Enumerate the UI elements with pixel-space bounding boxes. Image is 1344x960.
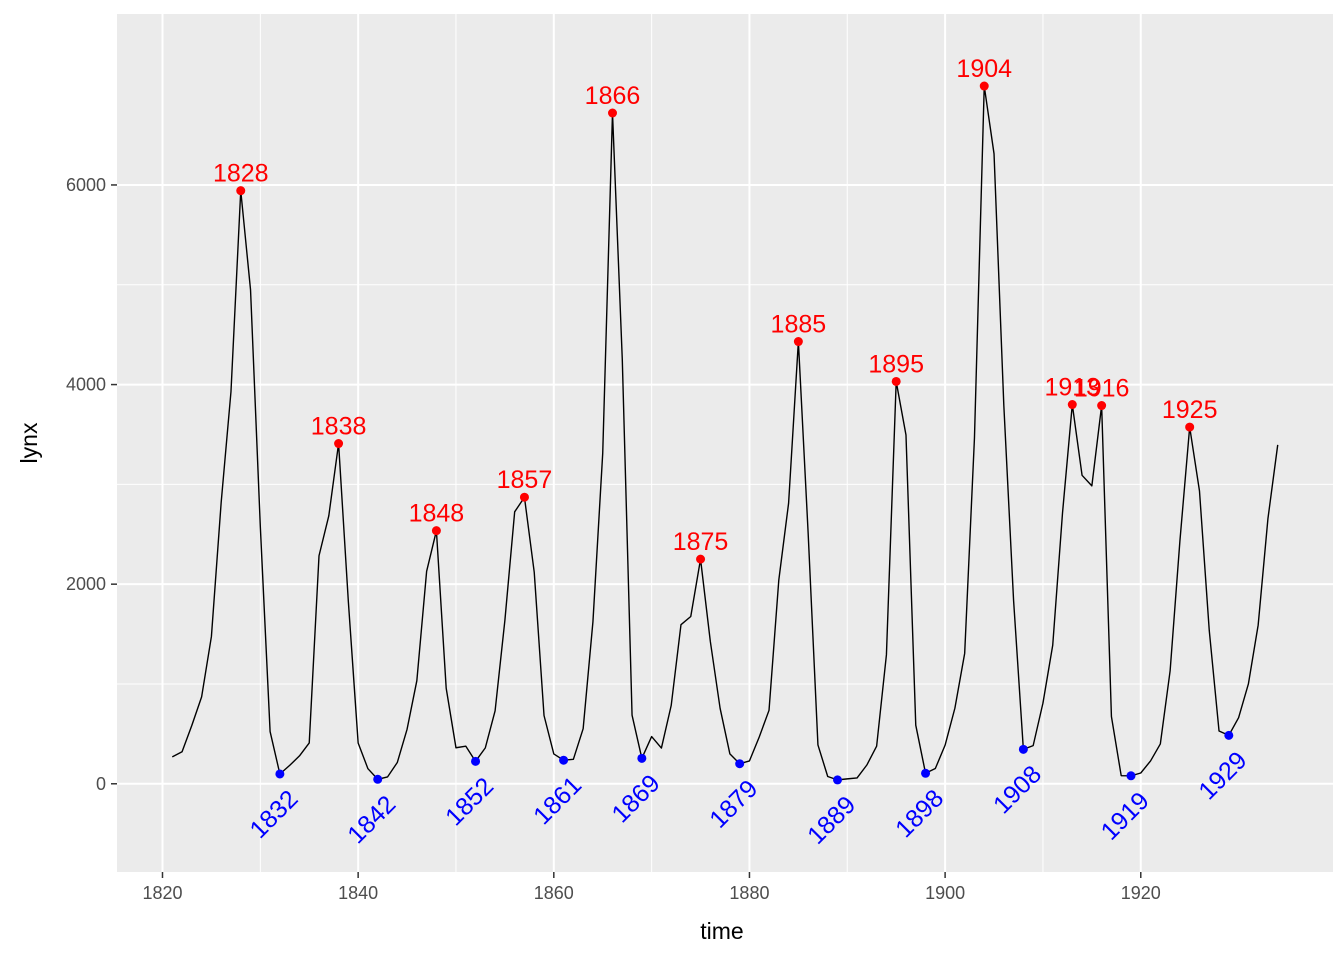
x-tick-label: 1840	[338, 883, 378, 903]
y-tick-label: 0	[96, 774, 106, 794]
x-axis-title: time	[700, 918, 743, 944]
x-tick-label: 1920	[1121, 883, 1161, 903]
trough-point	[471, 756, 481, 766]
peak-label: 1916	[1074, 375, 1130, 403]
trough-point	[1018, 744, 1028, 754]
peak-label: 1925	[1162, 396, 1218, 424]
peak-point	[431, 526, 441, 536]
trough-point	[559, 755, 569, 765]
x-tick-label: 1880	[729, 883, 769, 903]
peak-point	[607, 108, 617, 118]
major-grid	[117, 14, 1333, 872]
trough-point	[735, 759, 745, 769]
peak-label: 1913	[1044, 374, 1100, 402]
y-tick-label: 2000	[66, 574, 106, 594]
trough-point	[833, 775, 843, 785]
peak-point	[1067, 400, 1077, 410]
trough-point	[921, 768, 931, 778]
trough-point	[373, 774, 383, 784]
peak-label: 1866	[585, 82, 641, 110]
peak-label: 1895	[868, 350, 924, 378]
peak-label: 1828	[213, 160, 269, 188]
lynx-series-line	[171, 85, 1279, 781]
peak-label: 1857	[497, 466, 553, 494]
y-axis-title: lynx	[16, 422, 42, 463]
peak-point	[334, 439, 344, 449]
y-axis: 0 2000 4000 6000	[66, 175, 117, 794]
peak-point	[519, 492, 529, 502]
peak-points	[236, 81, 1195, 564]
trough-point	[1126, 771, 1136, 781]
trough-point	[275, 769, 285, 779]
y-tick-label: 4000	[66, 375, 106, 395]
peak-label: 1875	[673, 528, 729, 556]
minor-grid	[117, 14, 1333, 872]
trough-point	[637, 753, 647, 763]
peak-point	[696, 554, 706, 564]
trough-point	[1224, 730, 1234, 740]
plot-panel	[117, 14, 1333, 872]
x-tick-label: 1900	[925, 883, 965, 903]
peak-point	[793, 337, 803, 347]
peak-point	[891, 376, 901, 386]
y-tick-label: 6000	[66, 175, 106, 195]
peak-label: 1904	[956, 55, 1012, 83]
x-tick-label: 1820	[142, 883, 182, 903]
x-tick-label: 1860	[534, 883, 574, 903]
peak-point	[236, 186, 246, 196]
trough-points	[275, 730, 1234, 785]
peak-labels: 1828 1838 1848 1857 1866 1875 1885 1895 1904 1913…	[213, 55, 1218, 556]
peak-point	[1097, 401, 1107, 411]
peak-label: 1838	[311, 413, 367, 441]
peak-point	[1185, 422, 1195, 432]
x-axis: 1820 1840 1860 1880 1900 1920	[142, 872, 1161, 903]
peak-point	[979, 81, 989, 91]
peak-label: 1885	[771, 311, 827, 339]
peak-label: 1848	[409, 500, 465, 528]
